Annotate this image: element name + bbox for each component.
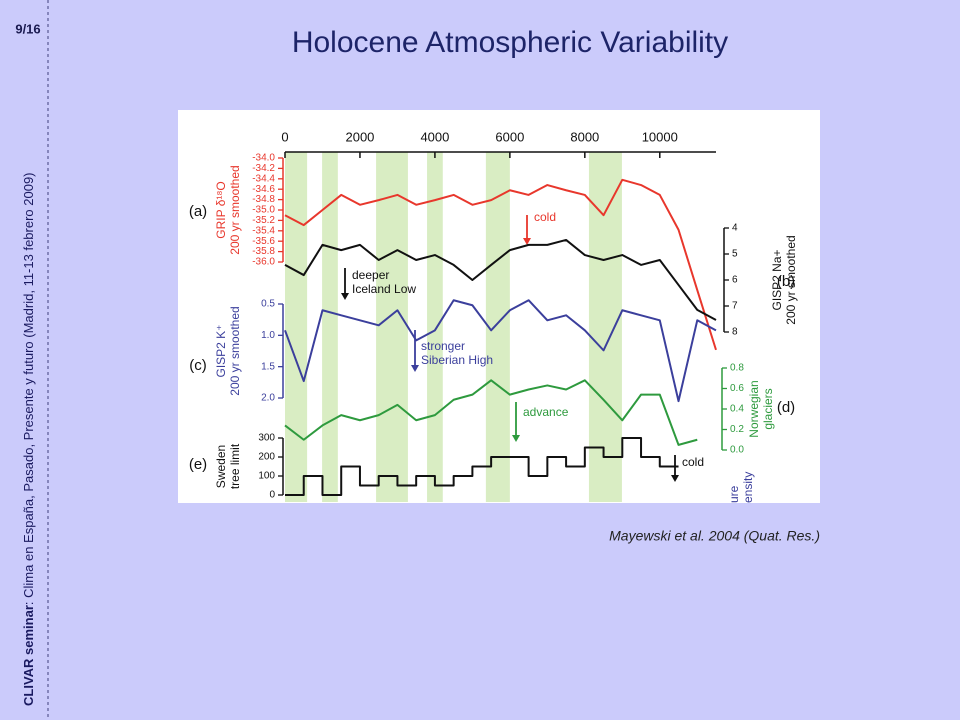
panel-label: (c) [189,357,207,374]
x-tick-label: 2000 [345,129,374,144]
y-axis-label: Norwegian [747,380,761,437]
y-tick-label: -34.6 [252,184,275,195]
caption: Mayewski et al. 2004 (Quat. Res.) [609,528,820,544]
y-tick-label: -36.0 [252,257,275,268]
annotation: cold [534,210,556,224]
y-axis-label: Sweden [214,445,228,488]
series-line [284,178,717,351]
y-tick-label: 200 [258,452,275,463]
annotation-arrowhead [671,475,679,482]
page-number: 9/16 [15,21,40,36]
annotation: Iceland Low [352,282,416,296]
y-axis-label: 200 yr smoothed [228,306,242,395]
y-axis-label: 200 yr smoothed [228,165,242,254]
sidebar-bold: CLIVAR seminar [21,605,36,706]
y-tick-label: 0 [269,490,275,501]
y-tick-label: -35.0 [252,205,275,216]
band [427,152,443,502]
annotation: cold [682,455,704,469]
annotation: stronger [421,339,465,353]
y-axis-label: GRIP δ¹⁸O [214,181,228,239]
band [485,152,510,502]
x-tick-label: 6000 [495,129,524,144]
series-line [284,238,717,321]
title: Holocene Atmospheric Variability [292,26,728,59]
annotation: advance [523,405,569,419]
panel-label: (d) [777,399,795,416]
y-tick-label: -35.8 [252,246,275,257]
x-tick-label: 8000 [570,129,599,144]
y-tick-label: 2.0 [261,393,275,404]
cropped-label: ure [727,485,741,503]
annotation: deeper [352,268,389,282]
y-tick-label: -34.8 [252,194,275,205]
y-tick-label: 100 [258,471,275,482]
y-tick-label: 8 [732,327,738,338]
x-tick-label: 0 [281,129,288,144]
y-tick-label: 300 [258,433,275,444]
series-line [284,299,717,403]
y-tick-label: 0.6 [730,383,744,394]
y-tick-label: -34.0 [252,153,275,164]
y-tick-label: 0.4 [730,404,744,415]
panel-label: (b) [777,273,795,290]
y-axis-label: tree limit [228,443,242,489]
annotation-arrowhead [512,435,520,442]
y-tick-label: 0.8 [730,363,744,374]
cropped-label: ensity [741,472,755,503]
y-tick-label: -35.4 [252,225,275,236]
y-tick-label: 5 [732,249,738,260]
y-tick-label: -34.4 [252,173,275,184]
y-tick-label: 0.0 [730,445,744,456]
series-line [284,379,698,446]
y-axis-label: GISP2 Na+ [770,249,784,310]
annotation-arrowhead [411,365,419,372]
x-tick-label: 4000 [420,129,449,144]
y-tick-label: 1.0 [261,330,275,341]
sidebar-text: CLIVAR seminar: Clima en España, Pasado,… [21,172,36,706]
y-tick-label: -35.6 [252,236,275,247]
panel-label: (a) [189,203,207,220]
y-tick-label: -35.2 [252,215,275,226]
y-tick-label: 0.5 [261,299,275,310]
y-tick-label: 0.2 [730,424,744,435]
y-axis-label: GISP2 K⁺ [214,324,228,377]
series-line [285,437,679,496]
x-tick-label: 10000 [642,129,678,144]
annotation-arrowhead [341,293,349,300]
y-tick-label: 6 [732,275,738,286]
band [285,152,308,502]
band [322,152,338,502]
y-tick-label: -34.2 [252,163,275,174]
y-axis-label: glaciers [761,388,775,429]
annotation: Siberian High [421,353,493,367]
y-tick-label: 7 [732,301,738,312]
sidebar-rest: : Clima en España, Pasado, Presente y fu… [21,172,36,605]
y-axis-label: 200 yr smoothed [784,235,798,324]
y-tick-label: 4 [732,223,738,234]
band [376,152,408,502]
panel-label: (e) [189,456,207,473]
y-tick-label: 1.5 [261,361,275,372]
annotation-arrowhead [523,238,531,245]
